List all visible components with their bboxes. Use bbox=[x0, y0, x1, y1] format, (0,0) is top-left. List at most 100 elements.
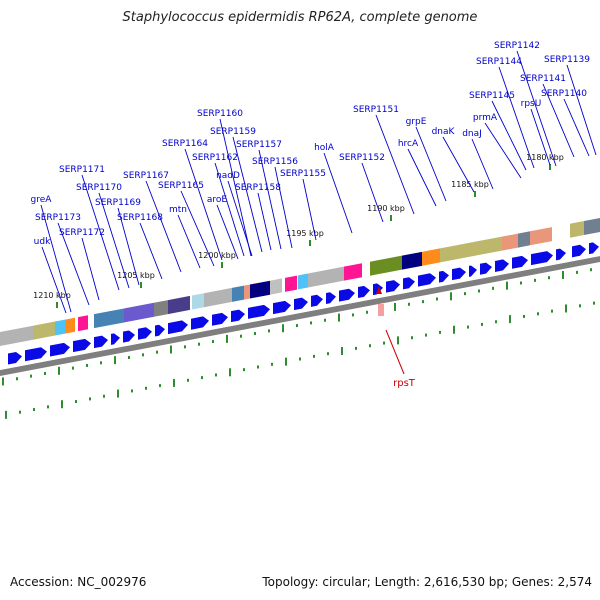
gene-label: SERP1145 bbox=[469, 91, 515, 101]
feature-bar bbox=[344, 263, 362, 281]
feature-bar bbox=[270, 278, 282, 295]
gene-arrow bbox=[452, 267, 466, 281]
gene-label: SERP1160 bbox=[197, 109, 243, 119]
feature-bar bbox=[298, 273, 308, 290]
gene-arrow bbox=[231, 309, 245, 323]
feature-bar bbox=[244, 284, 250, 300]
gene-label: SERP1167 bbox=[123, 171, 169, 181]
feature-bar bbox=[570, 221, 584, 238]
gene-arrow bbox=[480, 262, 492, 275]
leader-line bbox=[415, 126, 447, 202]
feature-bar bbox=[440, 246, 452, 263]
leader-line bbox=[40, 204, 72, 313]
gene-label: SERP1158 bbox=[235, 183, 281, 193]
feature-bar bbox=[65, 317, 75, 334]
gene-label: SERP1170 bbox=[76, 183, 122, 193]
leader-line bbox=[227, 180, 253, 257]
gene-label: SERP1144 bbox=[476, 57, 522, 67]
gene-label-layer: SERP1142 SERP1139 SERP1144 SERP1141 SERP1145… bbox=[31, 41, 591, 247]
leader-line bbox=[177, 214, 201, 269]
gene-arrow bbox=[73, 338, 91, 353]
leader-line bbox=[530, 108, 551, 166]
gene-arrow bbox=[439, 270, 449, 283]
gene-label: mtn bbox=[169, 205, 187, 215]
gene-label: holA bbox=[314, 143, 335, 153]
leader-line bbox=[375, 114, 415, 215]
feature-bar bbox=[482, 236, 502, 255]
gene-arrow bbox=[358, 285, 370, 298]
gene-label: udk bbox=[34, 237, 51, 247]
leader-line bbox=[232, 136, 263, 253]
gene-label: aroE bbox=[207, 195, 228, 205]
genome-summary-text: Topology: circular; Length: 2,616,530 bp… bbox=[262, 575, 592, 589]
gene-arrow bbox=[155, 324, 165, 337]
gene-label: SERP1173 bbox=[35, 213, 81, 223]
gene-arrow bbox=[311, 294, 323, 307]
gene-label: dnaK bbox=[432, 127, 456, 137]
feature-bar bbox=[94, 308, 124, 329]
gene-arrow-layer bbox=[8, 242, 599, 365]
gene-label: SERP1172 bbox=[59, 228, 105, 238]
gene-arrow bbox=[339, 288, 355, 302]
leader-line bbox=[81, 237, 100, 301]
kbp-label: 1190 kbp bbox=[367, 204, 405, 213]
gene-label: SERP1169 bbox=[95, 198, 141, 208]
tick-layer bbox=[2, 268, 595, 419]
gene-label: SERP1141 bbox=[520, 74, 566, 84]
leader-line bbox=[41, 246, 67, 314]
gene-label: SERP1159 bbox=[210, 127, 256, 137]
gene-arrow bbox=[138, 327, 152, 340]
backbone-gap bbox=[0, 252, 600, 370]
gene-arrow bbox=[50, 342, 70, 357]
gene-label: SERP1139 bbox=[544, 55, 590, 65]
gene-label: SERP1155 bbox=[280, 169, 326, 179]
leader-line bbox=[471, 138, 494, 190]
feature-bar bbox=[192, 293, 204, 310]
leader-line bbox=[542, 83, 575, 158]
leader-line bbox=[491, 100, 527, 171]
leader-line bbox=[361, 162, 384, 223]
gene-arrow bbox=[123, 330, 135, 343]
highlight-leader bbox=[385, 329, 405, 375]
gene-label: SERP1156 bbox=[252, 157, 298, 167]
leader-line bbox=[274, 166, 293, 249]
feature-bar bbox=[232, 285, 244, 302]
kbp-label: 1210 kbp bbox=[33, 291, 71, 300]
gene-label: dnaJ bbox=[462, 129, 482, 139]
gene-arrow bbox=[191, 316, 209, 330]
feature-bar bbox=[8, 325, 33, 345]
gene-label: SERP1142 bbox=[494, 41, 540, 51]
gene-arrow bbox=[212, 312, 228, 326]
gene-arrow bbox=[572, 244, 586, 258]
leader-line bbox=[117, 207, 140, 286]
feature-bar bbox=[55, 319, 65, 336]
feature-bar bbox=[33, 321, 55, 340]
leader-line bbox=[219, 118, 252, 257]
leader-line bbox=[257, 192, 272, 251]
feature-bar bbox=[452, 240, 482, 261]
leader-line bbox=[180, 190, 215, 267]
leader-line bbox=[216, 204, 239, 260]
gene-arrow bbox=[248, 304, 270, 319]
leader-line bbox=[407, 148, 437, 207]
kbp-label: 1200 kbp bbox=[198, 251, 236, 260]
gene-arrow bbox=[111, 333, 120, 345]
feature-bar-layer bbox=[0, 218, 600, 346]
gene-arrow bbox=[418, 273, 436, 287]
gene-label: SERP1162 bbox=[192, 153, 238, 163]
gene-label: SERP1168 bbox=[117, 213, 163, 223]
feature-bar bbox=[250, 280, 270, 299]
gene-arrow bbox=[589, 242, 599, 255]
gene-arrow bbox=[273, 300, 291, 315]
feature-bar bbox=[308, 266, 344, 288]
feature-bar bbox=[154, 300, 168, 317]
kbp-label: 1195 kbp bbox=[286, 229, 324, 238]
gene-label: SERP1140 bbox=[541, 89, 587, 99]
gene-arrow bbox=[25, 347, 47, 362]
leader-line bbox=[139, 222, 163, 280]
gene-label: prmA bbox=[473, 113, 498, 123]
highlight-feature bbox=[378, 304, 384, 316]
kbp-label: 1180 kbp bbox=[526, 153, 564, 162]
